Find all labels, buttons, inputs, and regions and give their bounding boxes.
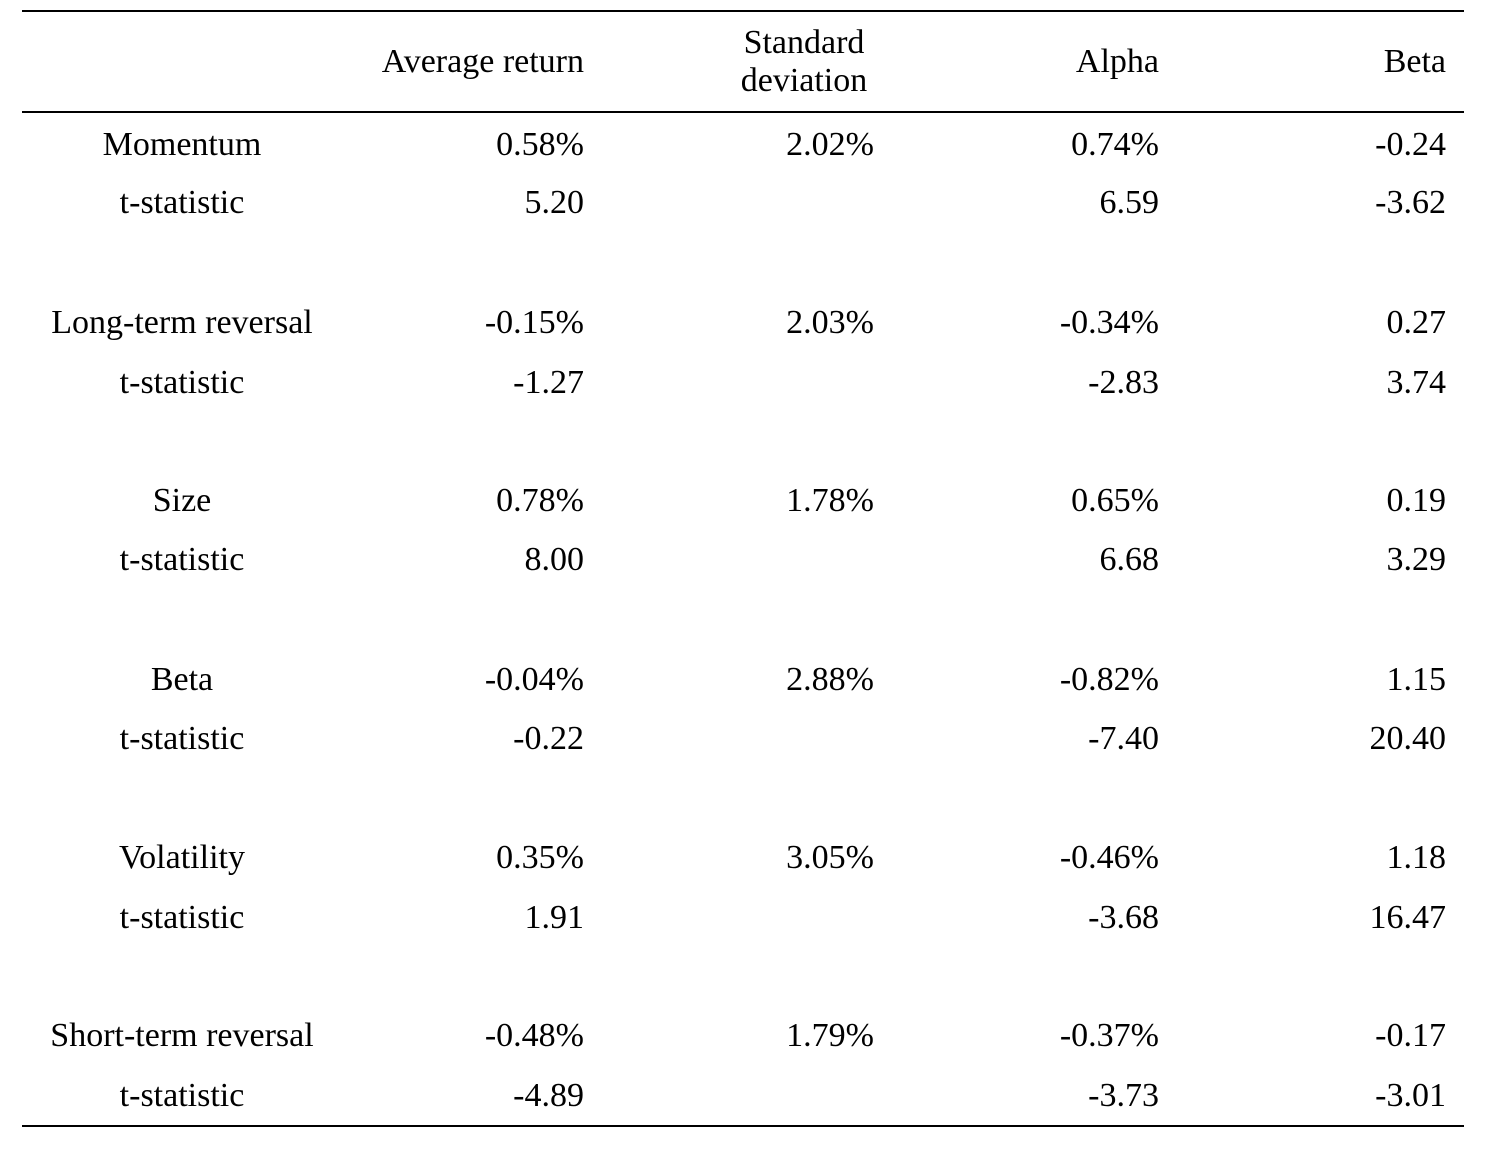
t-beta: 3.74: [1386, 364, 1447, 401]
header-standard-deviation-line1: Standard: [743, 24, 865, 61]
t-beta: 3.29: [1386, 541, 1447, 578]
beta-value: 1.18: [1386, 839, 1447, 876]
alpha-value: 0.65%: [1071, 482, 1159, 519]
t-statistic-label: t-statistic: [119, 364, 245, 401]
row-label: Size: [152, 482, 212, 519]
t-average-return: 5.20: [524, 184, 585, 221]
header-average-return: Average return: [381, 43, 584, 80]
alpha-value: -0.37%: [1059, 1017, 1159, 1054]
t-average-return: 8.00: [524, 541, 585, 578]
t-alpha: 6.59: [1099, 184, 1160, 221]
t-average-return: -1.27: [513, 364, 584, 401]
alpha-value: -0.46%: [1059, 839, 1159, 876]
bottom-rule: [22, 1125, 1464, 1127]
average-return-value: 0.35%: [496, 839, 584, 876]
row-label: Long-term reversal: [51, 304, 313, 341]
average-return-value: 0.58%: [496, 126, 584, 163]
standard-deviation-value: 1.79%: [786, 1017, 874, 1054]
t-statistic-label: t-statistic: [119, 899, 245, 936]
top-rule: [22, 10, 1464, 12]
t-average-return: -0.22: [513, 720, 584, 757]
t-statistic-label: t-statistic: [119, 1077, 245, 1114]
header-standard-deviation: Standard deviation: [734, 24, 874, 100]
standard-deviation-value: 1.78%: [786, 482, 874, 519]
t-alpha: -3.73: [1088, 1077, 1159, 1114]
header-alpha: Alpha: [1075, 43, 1159, 80]
beta-value: -0.17: [1375, 1017, 1446, 1054]
alpha-value: 0.74%: [1071, 126, 1159, 163]
alpha-value: -0.34%: [1059, 304, 1159, 341]
t-beta: -3.62: [1375, 184, 1446, 221]
average-return-value: -0.48%: [484, 1017, 584, 1054]
t-statistic-label: t-statistic: [119, 720, 245, 757]
beta-value: 0.19: [1386, 482, 1447, 519]
header-beta: Beta: [1383, 43, 1446, 80]
t-alpha: 6.68: [1099, 541, 1160, 578]
average-return-value: 0.78%: [496, 482, 584, 519]
row-label: Momentum: [102, 126, 262, 163]
t-beta: 20.40: [1369, 720, 1447, 757]
row-label: Short-term reversal: [50, 1017, 314, 1054]
row-label: Beta: [150, 661, 214, 698]
average-return-value: -0.04%: [484, 661, 584, 698]
standard-deviation-value: 2.88%: [786, 661, 874, 698]
t-statistic-label: t-statistic: [119, 541, 245, 578]
header-standard-deviation-line2: deviation: [740, 62, 868, 99]
standard-deviation-value: 3.05%: [786, 839, 874, 876]
header-rule: [22, 111, 1464, 113]
beta-value: -0.24: [1375, 126, 1446, 163]
t-alpha: -7.40: [1088, 720, 1159, 757]
t-average-return: -4.89: [513, 1077, 584, 1114]
t-statistic-label: t-statistic: [119, 184, 245, 221]
t-beta: -3.01: [1375, 1077, 1446, 1114]
average-return-value: -0.15%: [484, 304, 584, 341]
beta-value: 1.15: [1386, 661, 1447, 698]
standard-deviation-value: 2.02%: [786, 126, 874, 163]
t-beta: 16.47: [1369, 899, 1447, 936]
standard-deviation-value: 2.03%: [786, 304, 874, 341]
t-alpha: -2.83: [1088, 364, 1159, 401]
row-label: Volatility: [119, 839, 245, 876]
beta-value: 0.27: [1386, 304, 1447, 341]
t-alpha: -3.68: [1088, 899, 1159, 936]
t-average-return: 1.91: [524, 899, 585, 936]
alpha-value: -0.82%: [1059, 661, 1159, 698]
